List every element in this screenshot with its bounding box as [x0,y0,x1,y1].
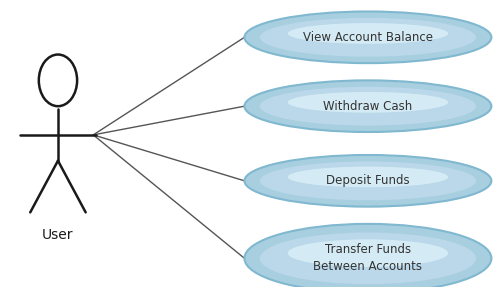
Ellipse shape [288,23,448,44]
Ellipse shape [260,18,476,57]
Ellipse shape [288,239,448,267]
Text: View Account Balance: View Account Balance [303,31,433,44]
Text: Withdraw Cash: Withdraw Cash [323,100,413,113]
Ellipse shape [244,155,491,207]
Ellipse shape [244,11,491,63]
Text: Deposit Funds: Deposit Funds [326,174,410,187]
Ellipse shape [244,80,491,132]
Ellipse shape [244,224,491,287]
Ellipse shape [260,161,476,200]
Ellipse shape [288,92,448,113]
Ellipse shape [260,232,476,284]
Ellipse shape [288,166,448,187]
Text: User: User [42,228,74,242]
Text: Transfer Funds
Between Accounts: Transfer Funds Between Accounts [313,243,422,273]
Ellipse shape [260,87,476,126]
